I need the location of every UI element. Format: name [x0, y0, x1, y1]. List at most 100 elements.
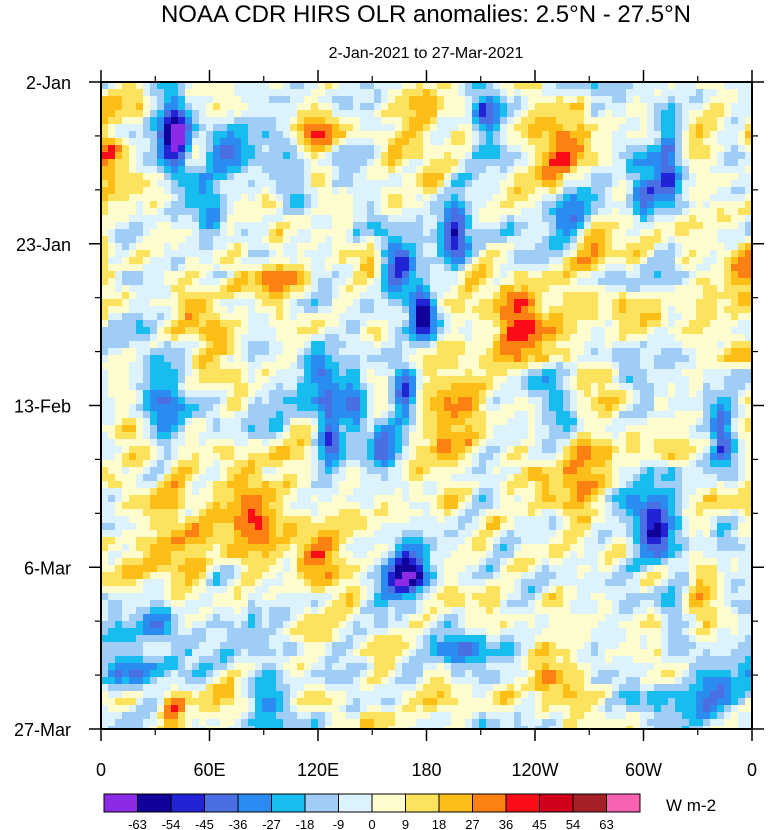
heatmap-cell: [661, 348, 669, 356]
heatmap-cell: [395, 124, 403, 132]
heatmap-cell: [136, 264, 144, 272]
heatmap-cell: [276, 243, 284, 251]
heatmap-cell: [283, 222, 291, 230]
heatmap-cell: [437, 103, 445, 111]
heatmap-cell: [437, 159, 445, 167]
heatmap-cell: [388, 383, 396, 391]
heatmap-cell: [500, 439, 508, 447]
heatmap-cell: [437, 278, 445, 286]
heatmap-cell: [612, 222, 620, 230]
heatmap-cell: [262, 208, 270, 216]
heatmap-cell: [514, 432, 522, 440]
heatmap-cell: [640, 250, 648, 258]
heatmap-cell: [465, 201, 473, 209]
heatmap-cell: [332, 124, 340, 132]
heatmap-cell: [472, 376, 480, 384]
heatmap-cell: [143, 327, 151, 335]
heatmap-cell: [241, 138, 249, 146]
heatmap-cell: [150, 306, 158, 314]
heatmap-cell: [528, 432, 536, 440]
heatmap-cell: [584, 320, 592, 328]
heatmap-cell: [311, 110, 319, 118]
heatmap-cell: [297, 453, 305, 461]
heatmap-cell: [269, 159, 277, 167]
heatmap-cell: [731, 278, 739, 286]
heatmap-cell: [493, 418, 501, 426]
heatmap-cell: [206, 89, 214, 97]
heatmap-cell: [458, 306, 466, 314]
heatmap-cell: [563, 411, 571, 419]
heatmap-cell: [276, 348, 284, 356]
heatmap-cell: [738, 243, 746, 251]
heatmap-cell: [430, 250, 438, 258]
heatmap-cell: [430, 334, 438, 342]
heatmap-cell: [682, 82, 690, 90]
heatmap-cell: [129, 215, 137, 223]
heatmap-cell: [528, 89, 536, 97]
heatmap-cell: [248, 397, 256, 405]
heatmap-cell: [542, 278, 550, 286]
heatmap-cell: [199, 341, 207, 349]
heatmap-cell: [654, 327, 662, 335]
heatmap-cell: [290, 292, 298, 300]
heatmap-cell: [206, 96, 214, 104]
heatmap-cell: [304, 425, 312, 433]
heatmap-cell: [402, 159, 410, 167]
heatmap-cell: [675, 425, 683, 433]
heatmap-cell: [108, 271, 116, 279]
heatmap-cell: [535, 432, 543, 440]
heatmap-cell: [192, 411, 200, 419]
heatmap-cell: [164, 166, 172, 174]
heatmap-cell: [304, 327, 312, 335]
heatmap-cell: [731, 446, 739, 454]
heatmap-cell: [290, 194, 298, 202]
heatmap-cell: [661, 306, 669, 314]
heatmap-cell: [192, 306, 200, 314]
heatmap-cell: [367, 397, 375, 405]
heatmap-cell: [227, 257, 235, 265]
heatmap-cell: [507, 124, 515, 132]
heatmap-cell: [416, 313, 424, 321]
heatmap-cell: [451, 376, 459, 384]
heatmap-cell: [612, 390, 620, 398]
heatmap-cell: [346, 383, 354, 391]
heatmap-cell: [304, 432, 312, 440]
heatmap-cell: [164, 355, 172, 363]
heatmap-cell: [640, 117, 648, 125]
heatmap-cell: [605, 362, 613, 370]
heatmap-cell: [402, 299, 410, 307]
heatmap-cell: [388, 222, 396, 230]
heatmap-cell: [241, 117, 249, 125]
heatmap-cell: [241, 376, 249, 384]
heatmap-cell: [661, 446, 669, 454]
heatmap-cell: [297, 355, 305, 363]
heatmap-cell: [633, 166, 641, 174]
heatmap-cell: [402, 397, 410, 405]
heatmap-cell: [563, 362, 571, 370]
heatmap-cell: [388, 180, 396, 188]
heatmap-cell: [220, 131, 228, 139]
heatmap-cell: [213, 376, 221, 384]
heatmap-cell: [444, 117, 452, 125]
heatmap-cell: [374, 355, 382, 363]
heatmap-cell: [150, 264, 158, 272]
heatmap-cell: [570, 432, 578, 440]
heatmap-cell: [738, 124, 746, 132]
heatmap-cell: [346, 236, 354, 244]
heatmap-cell: [115, 411, 123, 419]
heatmap-cell: [717, 243, 725, 251]
heatmap-cell: [269, 222, 277, 230]
heatmap-cell: [157, 236, 165, 244]
heatmap-cell: [115, 201, 123, 209]
heatmap-cell: [444, 327, 452, 335]
heatmap-cell: [528, 173, 536, 181]
heatmap-cell: [143, 397, 151, 405]
heatmap-cell: [199, 411, 207, 419]
heatmap-cell: [612, 243, 620, 251]
heatmap-cell: [500, 131, 508, 139]
heatmap-cell: [227, 173, 235, 181]
heatmap-cell: [164, 390, 172, 398]
heatmap-cell: [332, 299, 340, 307]
heatmap-cell: [668, 418, 676, 426]
heatmap-cell: [598, 103, 606, 111]
